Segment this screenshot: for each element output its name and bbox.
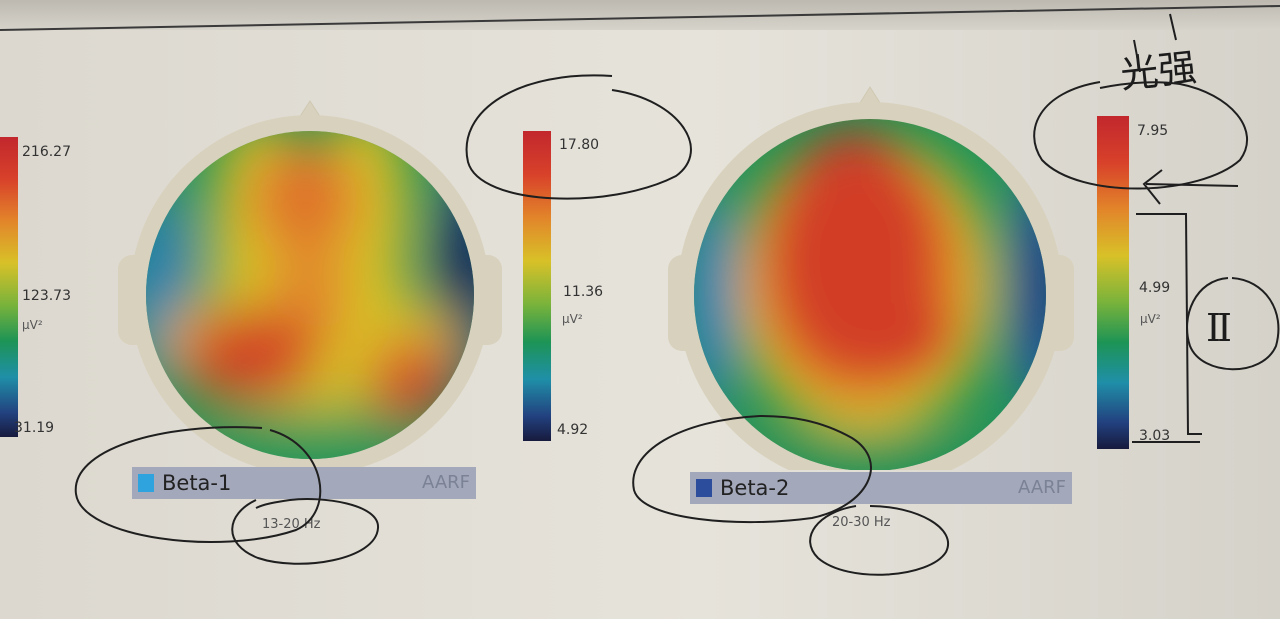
beta-2-colorbar-mid: 4.99 xyxy=(1139,280,1171,296)
beta-1-colorbar-unit: µV² xyxy=(562,312,583,326)
beta-2-colorbar-min: 3.03 xyxy=(1139,428,1171,444)
beta-1-colorbar-max: 17.80 xyxy=(559,137,600,153)
beta-1-band-bar: Beta-1 AARF xyxy=(132,467,476,499)
beta-1-colorbar-mid: 11.36 xyxy=(563,284,604,300)
beta-2-colorbar-unit: µV² xyxy=(1140,312,1161,326)
left-colorbar-mid: 123.73 xyxy=(22,288,71,304)
beta-2-label: Beta-2 xyxy=(720,476,790,500)
head-map-beta-1 xyxy=(118,100,502,470)
beta-2-colorbar-max: 7.95 xyxy=(1137,123,1169,139)
beta-1-label: Beta-1 xyxy=(162,471,232,495)
left-colorbar xyxy=(0,137,18,437)
left-colorbar-unit: µV² xyxy=(22,318,43,332)
beta-2-band-bar: Beta-2 AARF xyxy=(690,472,1072,504)
left-colorbar-min: 31.19 xyxy=(14,420,55,436)
paper-edge-line xyxy=(0,5,1280,31)
beta-1-colorbar xyxy=(523,131,551,441)
beta-2-colorbar xyxy=(1097,116,1129,449)
handwritten-roman-numeral: II xyxy=(1206,306,1232,350)
beta-2-swatch xyxy=(696,479,712,497)
beta-1-colorbar-min: 4.92 xyxy=(557,422,589,438)
beta-2-method: AARF xyxy=(1018,477,1066,498)
handwritten-note-top: 光强 xyxy=(1118,45,1199,97)
left-colorbar-max: 216.27 xyxy=(22,144,71,160)
head-map-beta-2 xyxy=(668,86,1074,470)
beta-1-method: AARF xyxy=(422,472,470,493)
beta-1-swatch xyxy=(138,474,154,492)
beta-1-range: 13-20 Hz xyxy=(262,517,321,532)
beta-2-range: 20-30 Hz xyxy=(832,515,891,530)
